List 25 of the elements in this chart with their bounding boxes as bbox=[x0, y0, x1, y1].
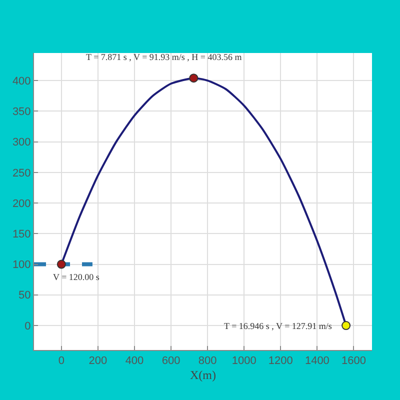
x-tick-label: 1200 bbox=[268, 355, 293, 368]
x-tick-label: 1600 bbox=[341, 355, 366, 368]
point bbox=[189, 74, 198, 83]
x-tick-label: 200 bbox=[88, 355, 108, 368]
y-tick-label: 200 bbox=[12, 198, 31, 210]
y-tick-label: 150 bbox=[12, 228, 31, 240]
point bbox=[342, 321, 351, 330]
x-tick-label: 0 bbox=[58, 355, 64, 368]
y-tick-label: 300 bbox=[12, 136, 31, 149]
x-tick-label: 1400 bbox=[304, 355, 330, 368]
x-tick-label: 1000 bbox=[232, 355, 256, 368]
annotation: T = 7.871 s , V = 91.93 m/s , H = 403.56 m bbox=[86, 52, 242, 62]
y-tick-label: 0 bbox=[24, 320, 31, 332]
x-tick-label: 600 bbox=[162, 355, 180, 368]
y-tick-label: 100 bbox=[12, 259, 31, 272]
y-tick-label: 350 bbox=[12, 106, 31, 118]
annotation: T = 16.946 s , V = 127.91 m/s bbox=[224, 321, 332, 331]
x-tick-label: 400 bbox=[125, 355, 144, 368]
y-tick-label: 400 bbox=[12, 75, 31, 88]
point bbox=[56, 260, 66, 269]
x-tick-label: 800 bbox=[198, 355, 217, 368]
y-tick-label: 250 bbox=[12, 167, 31, 180]
y-tick-label: 50 bbox=[18, 290, 31, 302]
annotation: V = 120.00 s bbox=[53, 272, 100, 282]
x-axis-title: X(m) bbox=[190, 368, 216, 382]
